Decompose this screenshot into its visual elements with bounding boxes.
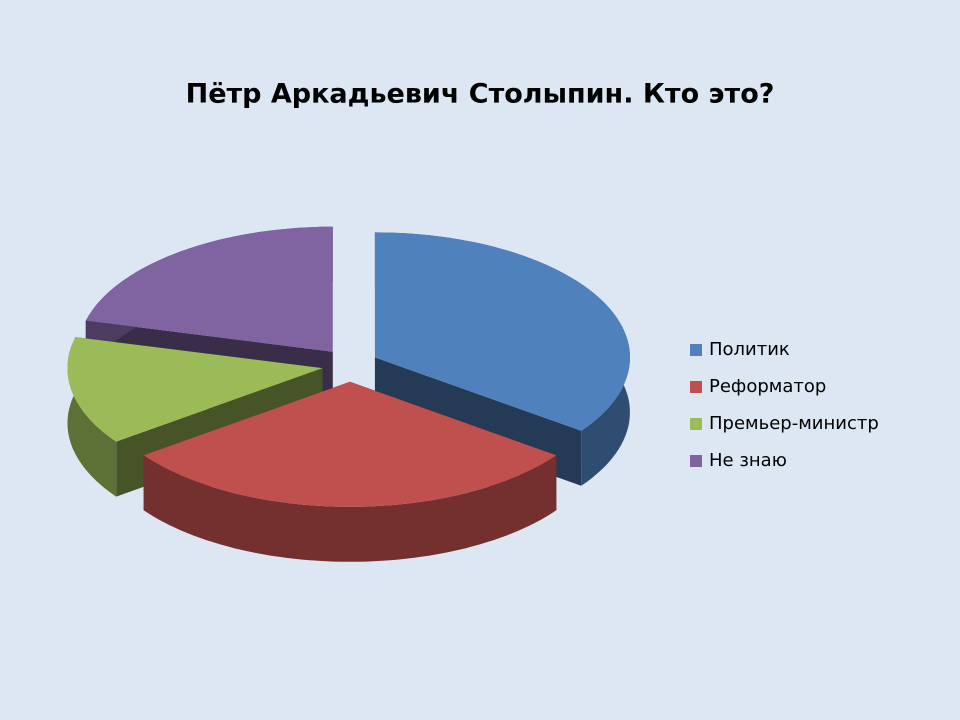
legend-label: Политик [709,339,790,360]
slice [143,381,557,507]
slice [85,226,333,352]
chart-title: Пётр Аркадьевич Столыпин. Кто это? [186,79,775,110]
legend-swatch [690,418,702,430]
legend-label: Реформатор [709,376,826,397]
legend-swatch [690,381,702,393]
legend-label: Премьер-министр [709,413,879,434]
legend-swatch [690,344,702,356]
legend-swatch [690,455,702,467]
legend-label: Не знаю [709,450,787,471]
slice [374,232,630,431]
slice [67,337,323,442]
slice-wall [67,337,117,497]
slice-wall [143,455,557,562]
